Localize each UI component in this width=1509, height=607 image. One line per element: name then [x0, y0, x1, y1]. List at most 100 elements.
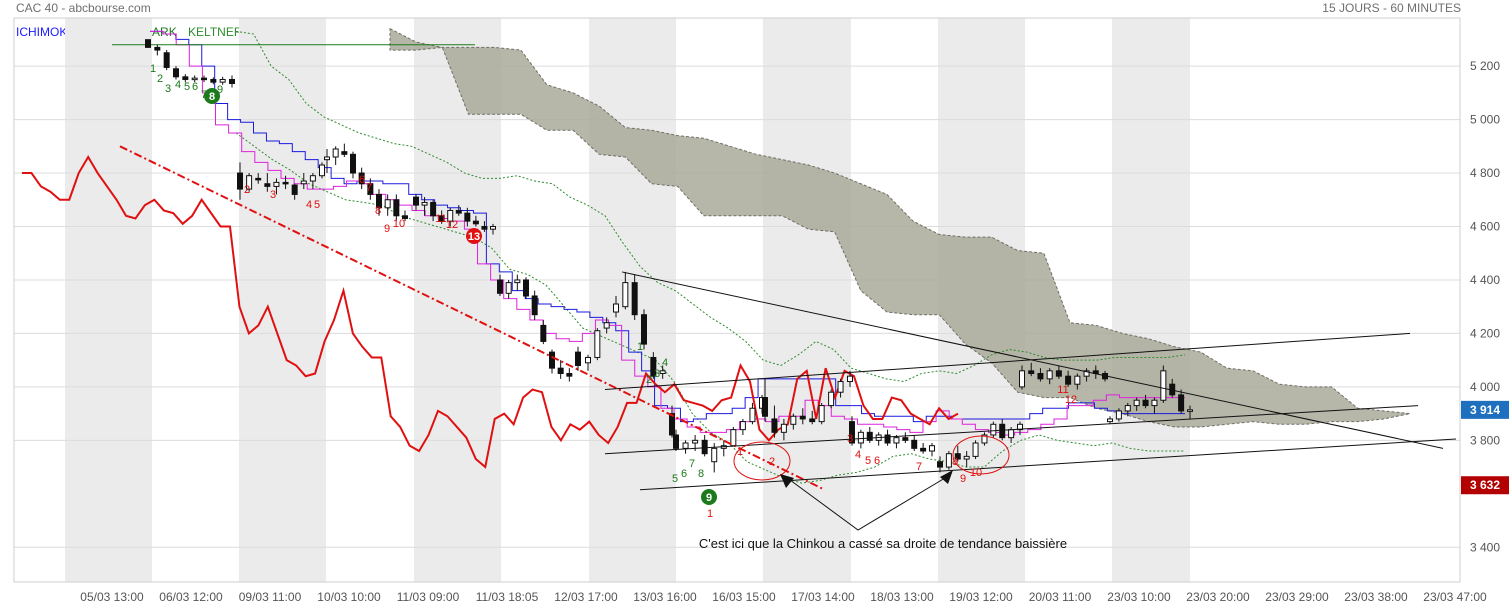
demark-label: 11	[1057, 384, 1068, 396]
plot-frame	[13, 17, 1461, 583]
candle-body	[1074, 375, 1081, 385]
demark-label: 2	[157, 73, 163, 85]
annotation-arrowhead	[780, 474, 794, 488]
candle-body	[1065, 375, 1072, 385]
candle-body	[837, 381, 844, 393]
candle-body	[393, 199, 400, 217]
chinkou-downtrend-line	[119, 145, 823, 490]
candle-body	[1037, 373, 1044, 380]
demark-label: 5	[314, 199, 320, 211]
demark-label: 1	[637, 341, 643, 353]
candle-body	[585, 356, 591, 364]
candle-body	[1017, 423, 1023, 431]
demark-label: 4	[175, 79, 181, 91]
candle-body	[367, 183, 374, 195]
y-tick-label: 4 400	[1470, 273, 1500, 287]
demark-label: 7	[366, 182, 372, 194]
demark-label: 4	[855, 449, 861, 461]
candle-body	[358, 172, 365, 185]
candle-body	[430, 201, 437, 217]
y-tick-label: 5 000	[1470, 113, 1500, 127]
candle-body	[413, 196, 419, 206]
candle-body	[902, 437, 909, 441]
demark-label: 6	[192, 81, 198, 93]
demark-label: 5	[672, 473, 678, 485]
demark-label: 4	[306, 199, 312, 211]
demark-count-label: 8	[209, 91, 215, 103]
demark-label: 2	[646, 374, 652, 386]
candle-body	[291, 184, 298, 195]
candle-body	[1160, 370, 1167, 401]
demark-label: 8	[952, 456, 958, 468]
candle-body	[210, 78, 217, 83]
candle-body	[229, 78, 235, 84]
candle-body	[594, 330, 601, 358]
candle-body	[464, 212, 471, 222]
candle-body	[1133, 399, 1140, 407]
last-price-tag	[1461, 400, 1509, 419]
candle-body	[1046, 370, 1053, 380]
candle-body	[514, 279, 521, 284]
candle-body	[659, 370, 666, 375]
demark-count-badge	[466, 228, 482, 244]
demark-label: 10	[393, 218, 405, 230]
demark-label: 5	[184, 81, 190, 93]
candle-body	[828, 391, 835, 407]
annotation-arrow-lines	[789, 477, 946, 531]
demark-label: 11	[435, 213, 446, 225]
candle-body	[809, 418, 816, 423]
y-tick-label: 4 600	[1470, 219, 1500, 233]
x-tick-label: 23/03 38:00	[1344, 590, 1408, 604]
candle-body	[929, 445, 935, 452]
candle-body	[264, 183, 271, 187]
candle-body	[884, 434, 891, 444]
candle-body	[1083, 370, 1090, 377]
y-tick-label: 3 400	[1470, 540, 1500, 554]
x-tick-label: 11/03 09:00	[397, 590, 460, 604]
candle-body	[622, 282, 629, 308]
candle-body	[421, 201, 428, 206]
x-tick-label: 11/03 18:05	[476, 590, 539, 604]
demark-label: 1	[150, 63, 156, 75]
support-price-tag	[1461, 476, 1509, 495]
candle-body	[523, 279, 529, 297]
last-price-label: 3 914	[1470, 403, 1500, 417]
highlight-ellipse	[733, 441, 791, 481]
demark-label: 7	[916, 461, 922, 473]
x-tick-label: 23/03 10:00	[1107, 590, 1171, 604]
candle-body	[780, 423, 787, 433]
x-tick-label: 23/03 47:00	[1423, 590, 1487, 604]
x-tick-label: 05/03 13:00	[80, 590, 144, 604]
session-band	[763, 18, 851, 582]
y-tick-label: 4 200	[1470, 326, 1500, 340]
candle-body	[818, 405, 825, 423]
candle-body	[739, 421, 746, 431]
demark-label: 12	[1065, 394, 1077, 406]
candle-body	[163, 52, 170, 68]
channel-bottom-line	[639, 438, 1457, 491]
x-tick-label: 09/03 11:00	[239, 590, 302, 604]
candle-body	[438, 215, 445, 222]
x-tick-label: 06/03 12:00	[159, 590, 223, 604]
candle-body	[376, 193, 382, 209]
candle-body	[631, 282, 638, 316]
demark-label: 3	[847, 433, 853, 445]
candle-body	[1107, 418, 1113, 423]
demark-label: 2	[769, 456, 775, 468]
candle-body	[350, 153, 356, 174]
candle-body	[549, 351, 555, 369]
x-tick-label: 23/03 29:00	[1265, 590, 1329, 604]
candle-body	[455, 209, 462, 214]
keltner-upper-line	[235, 30, 1186, 383]
candle-body	[1115, 410, 1122, 420]
session-band	[1112, 18, 1190, 582]
candle-body	[1019, 370, 1025, 388]
candle-body	[893, 437, 900, 444]
annotation-arrowhead	[940, 470, 953, 484]
candle-body	[613, 303, 619, 313]
candle-body	[309, 175, 316, 182]
demark-label: 8	[698, 468, 704, 480]
candle-body	[145, 39, 151, 48]
demark-label: 4	[662, 357, 668, 369]
